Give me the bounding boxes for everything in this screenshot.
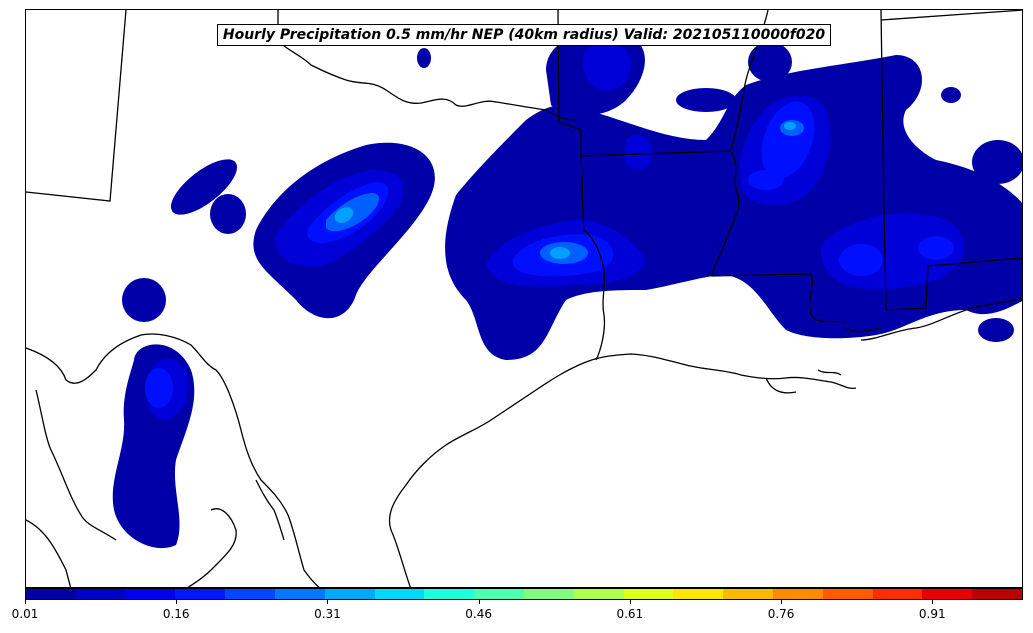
map-canvas	[26, 10, 1022, 587]
colorbar-segment	[723, 589, 773, 599]
colorbar-segment	[772, 589, 823, 599]
colorbar-tick-label: 0.46	[465, 607, 492, 621]
colorbar-tick	[25, 600, 26, 604]
map-title: Hourly Precipitation 0.5 mm/hr NEP (40km…	[216, 24, 832, 46]
colorbar-segment	[125, 589, 176, 599]
colorbar-tick-label: 0.01	[11, 607, 39, 621]
colorbar-tick-label: 0.31	[314, 607, 341, 621]
state-line-nm-co	[26, 10, 127, 202]
colorbar-segment	[922, 589, 973, 599]
colorbar-segment	[673, 589, 724, 599]
colorbar-tick-label: 0.76	[767, 607, 795, 621]
colorbar	[25, 588, 1023, 600]
colorbar-tick	[327, 600, 329, 604]
colorbar-segment	[573, 589, 624, 599]
colorbar-tick-label: 0.16	[162, 607, 190, 621]
colorbar-tick	[629, 600, 631, 604]
precip-level-1	[112, 31, 1022, 549]
colorbar-segment	[225, 589, 275, 599]
precip-fill-layer	[112, 31, 1022, 549]
colorbar-segment	[274, 589, 325, 599]
colorbar-ticks: 0.01 0.16 0.31 0.46 0.61 0.76 0.91	[12, 600, 1023, 633]
colorbar-segment	[26, 589, 76, 599]
colorbar-tick	[176, 600, 178, 604]
colorbar-tick	[932, 600, 934, 604]
colorbar-tick	[781, 600, 783, 604]
colorbar-segment	[972, 589, 1022, 599]
colorbar-segment	[822, 589, 873, 599]
colorbar-segment	[324, 589, 375, 599]
colorbar-segment	[623, 589, 674, 599]
colorbar-segment	[374, 589, 425, 599]
boundary-layer	[26, 10, 1022, 587]
precip-level-5	[334, 122, 796, 259]
colorbar-segment	[474, 589, 524, 599]
colorbar-segment	[872, 589, 923, 599]
colorbar-segment	[75, 589, 126, 599]
colorbar-segment	[175, 589, 226, 599]
map-frame: Hourly Precipitation 0.5 mm/hr NEP (40km…	[25, 9, 1023, 588]
colorbar-tick-label: 0.91	[918, 607, 946, 621]
colorbar-segment	[424, 589, 475, 599]
colorbar-tick-label: 0.61	[616, 607, 644, 621]
colorbar-segment	[523, 589, 574, 599]
colorbar-tick	[478, 600, 480, 604]
